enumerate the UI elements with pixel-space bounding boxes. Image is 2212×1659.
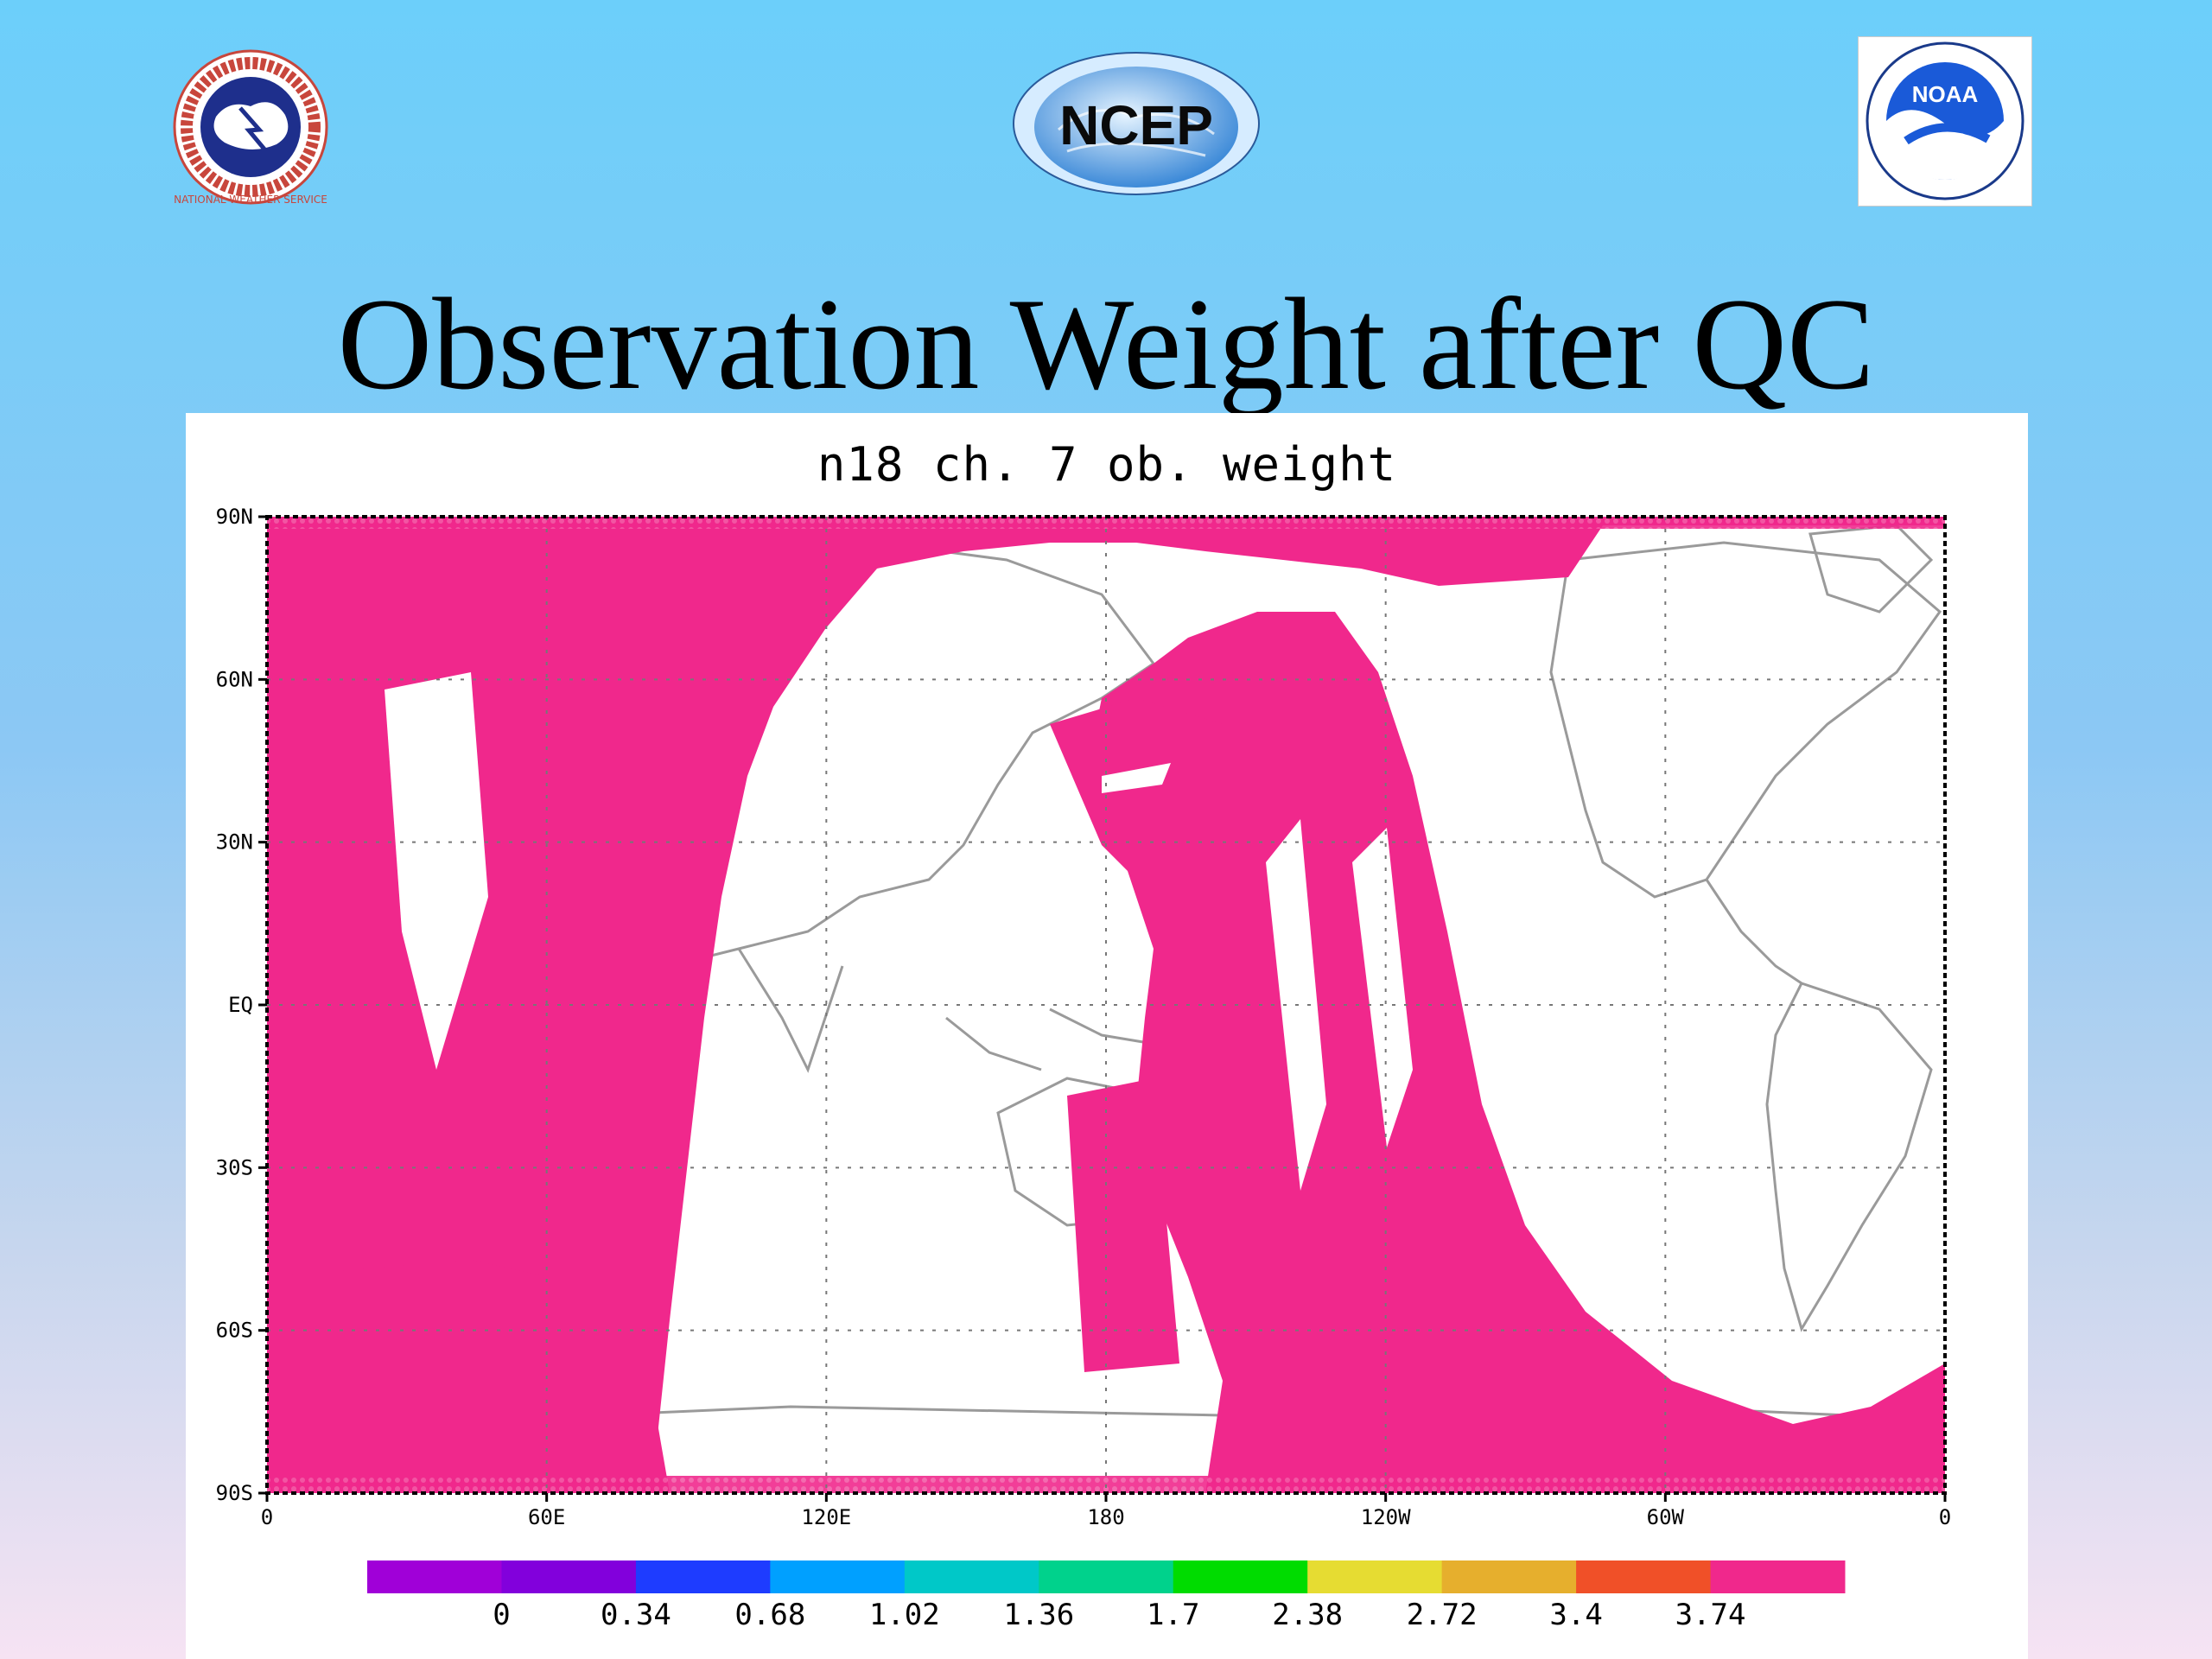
colorbar-labels: 0 0.34 0.68 1.02 1.36 1.7 2.38 2.72 3.4 3.74 [493,1598,1745,1632]
lat-tick-label: 60S [216,1319,253,1343]
slide-title: Observation Weight after QC [337,271,1875,416]
svg-text:NCEP: NCEP [1059,94,1213,156]
lon-tick-label: 120E [801,1505,851,1529]
lat-tick-label: 60N [216,667,253,691]
lat-axis: 90N 60N 30N EQ 30S 60S 90S [216,505,267,1505]
lon-tick-label: 0 [261,1505,273,1529]
colorbar-label: 0.68 [734,1598,805,1632]
colorbar-swatch [1710,1560,1846,1593]
lat-tick-label: 30S [216,1155,253,1179]
colorbar-swatch [501,1560,637,1593]
colorbar-label: 0 [493,1598,510,1632]
lon-axis: 0 60E 120E 180 120W 60W 0 [261,1493,1951,1529]
colorbar-label: 2.72 [1407,1598,1478,1632]
nws-logo: NATIONAL WEATHER SERVICE [173,49,328,206]
colorbar-swatch [904,1560,1039,1593]
lat-tick-label: 90N [216,505,253,529]
colorbar-swatch [367,1560,502,1593]
observation-swaths [267,517,1945,1493]
plot-title: n18 ch. 7 ob. weight [817,437,1397,492]
lon-tick-label: 60W [1647,1505,1685,1529]
colorbar-label: 1.02 [869,1598,940,1632]
ncep-logo: NCEP [1013,52,1260,195]
lat-tick-label: 30N [216,830,253,855]
colorbar-swatch [635,1560,771,1593]
colorbar-label: 0.34 [601,1598,671,1632]
colorbar-label: 1.36 [1003,1598,1074,1632]
figure-panel: n18 ch. 7 ob. weight [186,413,2028,1659]
lat-tick-label: EQ [228,993,253,1017]
lat-tick-label: 90S [216,1481,253,1505]
lon-tick-label: 120W [1361,1505,1411,1529]
colorbar-label: 3.4 [1549,1598,1602,1632]
colorbar-swatch [1307,1560,1443,1593]
colorbar-swatch [1173,1560,1308,1593]
colorbar-label: 2.38 [1272,1598,1343,1632]
colorbar-swatch [1039,1560,1174,1593]
svg-text:NOAA: NOAA [1912,81,1979,107]
noaa-logo: NOAA [1858,36,2032,207]
lon-tick-label: 180 [1087,1505,1124,1529]
colorbar-label: 1.7 [1147,1598,1199,1632]
colorbar-label: 3.74 [1675,1598,1746,1632]
grid-lines [267,517,1945,1493]
lon-tick-label: 60E [528,1505,565,1529]
colorbar-swatch [1576,1560,1712,1593]
lon-tick-label: 0 [1939,1505,1951,1529]
colorbar [367,1560,1846,1593]
svg-text:NATIONAL WEATHER SERVICE: NATIONAL WEATHER SERVICE [174,194,327,206]
colorbar-swatch [770,1560,906,1593]
colorbar-swatch [1441,1560,1577,1593]
